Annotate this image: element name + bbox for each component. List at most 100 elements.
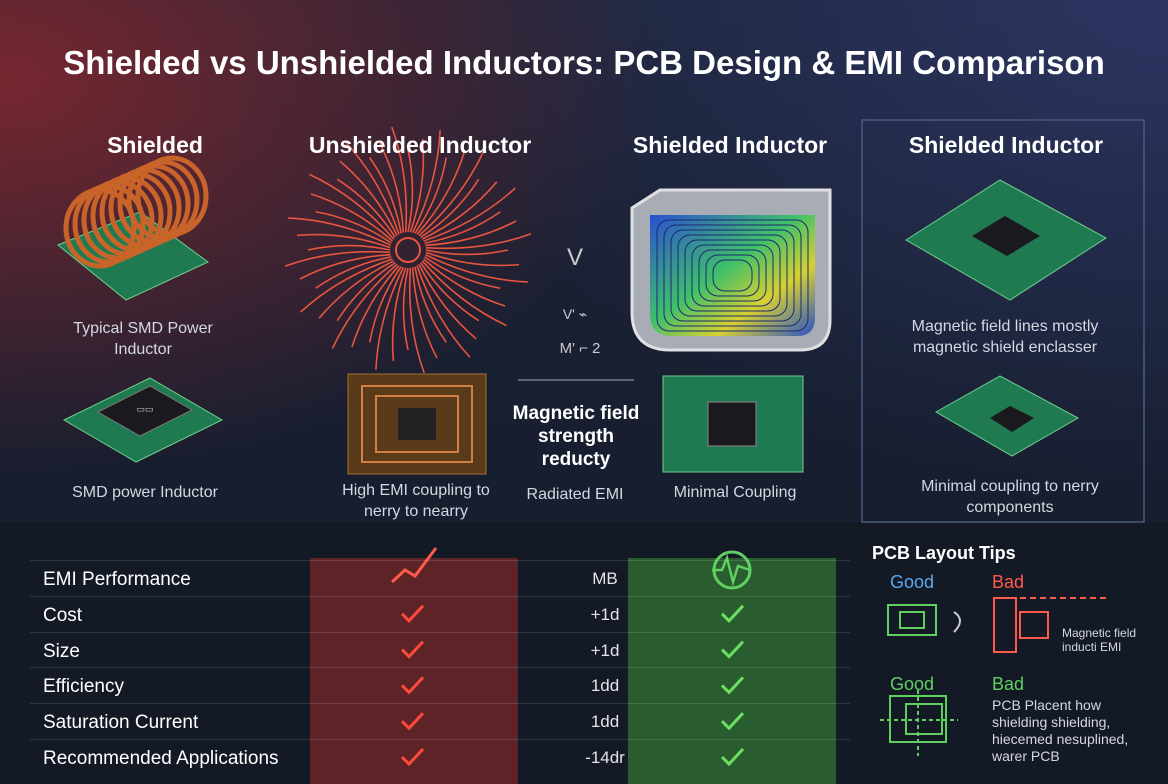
table-row: Size +1d	[30, 631, 850, 669]
check	[400, 676, 425, 695]
check	[400, 747, 425, 767]
unshielded-column	[310, 558, 518, 784]
field-line	[423, 187, 516, 242]
panel-heading: Unshielded Inductor	[308, 132, 532, 158]
field-line	[391, 126, 408, 233]
row-value: +1d	[590, 604, 620, 624]
field-ring	[656, 219, 809, 332]
field-line	[288, 217, 391, 247]
field-line	[300, 258, 393, 313]
field-line	[375, 267, 405, 370]
row-label: Size	[43, 640, 80, 662]
row-value: -14dr	[585, 748, 625, 767]
field-line	[331, 263, 398, 349]
field-ring	[705, 254, 760, 297]
table-row: EMI Performance MB	[30, 560, 850, 597]
caption: Minimal Coupling	[673, 484, 797, 501]
field-line	[421, 181, 498, 240]
shielded-column	[628, 558, 836, 784]
bad-label: Bad	[992, 572, 1025, 592]
caption: Typical SMD Power Inductor	[73, 320, 213, 358]
field-line	[425, 253, 528, 283]
panel-heading: Shielded Inductor	[632, 132, 828, 158]
field-line	[420, 178, 480, 238]
layout-diagrams	[880, 597, 1106, 756]
check	[400, 640, 425, 659]
field-line	[315, 256, 392, 289]
field-line	[339, 160, 398, 237]
table-row: Saturation Current 1dd	[30, 703, 850, 740]
symbol: M' ⌐ 2	[559, 340, 601, 357]
good-label: Good	[890, 674, 935, 694]
trend-icons	[390, 547, 752, 590]
field-ring	[691, 244, 774, 307]
field-line	[309, 173, 395, 240]
check	[400, 712, 425, 731]
coil-turn	[135, 155, 209, 237]
field-line	[402, 267, 409, 351]
row-label: Cost	[43, 604, 83, 626]
field-line	[418, 263, 477, 340]
field-line	[425, 220, 517, 247]
field-line	[424, 211, 501, 244]
pcb-right	[905, 179, 1107, 457]
check	[720, 676, 745, 695]
field-line	[421, 260, 507, 327]
field-line	[423, 258, 506, 307]
field-line	[425, 249, 509, 256]
row-value: 1dd	[590, 676, 620, 696]
field-line	[407, 149, 414, 233]
field-line	[368, 266, 402, 343]
row-value: MB	[592, 569, 618, 588]
row-label: EMI Performance	[43, 569, 191, 590]
field-line	[420, 262, 480, 322]
field-line	[284, 250, 391, 267]
field-line	[414, 266, 447, 343]
field-line	[411, 267, 438, 359]
panel-frame	[861, 119, 1145, 523]
field-line	[408, 267, 425, 374]
table-row: Efficiency 1dd	[30, 667, 850, 704]
row-value: 1dd	[590, 712, 620, 732]
field-line	[414, 157, 448, 234]
field-line	[307, 244, 391, 251]
field-line	[296, 233, 391, 249]
field-line	[310, 193, 393, 242]
field-line	[336, 178, 396, 238]
coil-turn	[126, 159, 200, 241]
field-ring	[677, 234, 788, 317]
table-row: Recommended Applications -14dr	[30, 739, 850, 776]
center-label: Magnetic field strength reducty	[512, 403, 640, 470]
good-label: Good	[890, 572, 935, 592]
row-value: +1d	[590, 640, 620, 660]
check	[720, 640, 745, 659]
check	[720, 747, 745, 767]
field-line	[315, 210, 392, 244]
field-line	[351, 265, 400, 348]
svg-text:▭▭: ▭▭	[136, 404, 153, 414]
check	[400, 604, 425, 623]
caption: SMD power Inductor	[72, 484, 218, 501]
field-line	[336, 262, 396, 322]
panel-heading: Shielded Inductor	[908, 132, 1104, 158]
tips-title: PCB Layout Tips	[872, 543, 1016, 563]
caption: High EMI coupling to nerry to nearry	[342, 482, 490, 520]
symbol: V' ⌁	[562, 306, 588, 322]
field-ring	[712, 259, 753, 292]
field-line	[409, 138, 425, 233]
field-ring	[698, 249, 767, 302]
shield	[630, 188, 832, 352]
core	[395, 237, 421, 263]
symbol: V	[566, 244, 583, 271]
panel-heading: Shielded	[107, 132, 203, 158]
caption: Radiated EMI	[526, 486, 624, 503]
field-line	[416, 265, 471, 358]
field-line	[411, 130, 441, 233]
field-line	[318, 260, 395, 319]
row-label: Efficiency	[43, 676, 124, 698]
field-line	[425, 233, 532, 250]
field-line	[299, 253, 391, 280]
table-bg	[0, 522, 1168, 784]
